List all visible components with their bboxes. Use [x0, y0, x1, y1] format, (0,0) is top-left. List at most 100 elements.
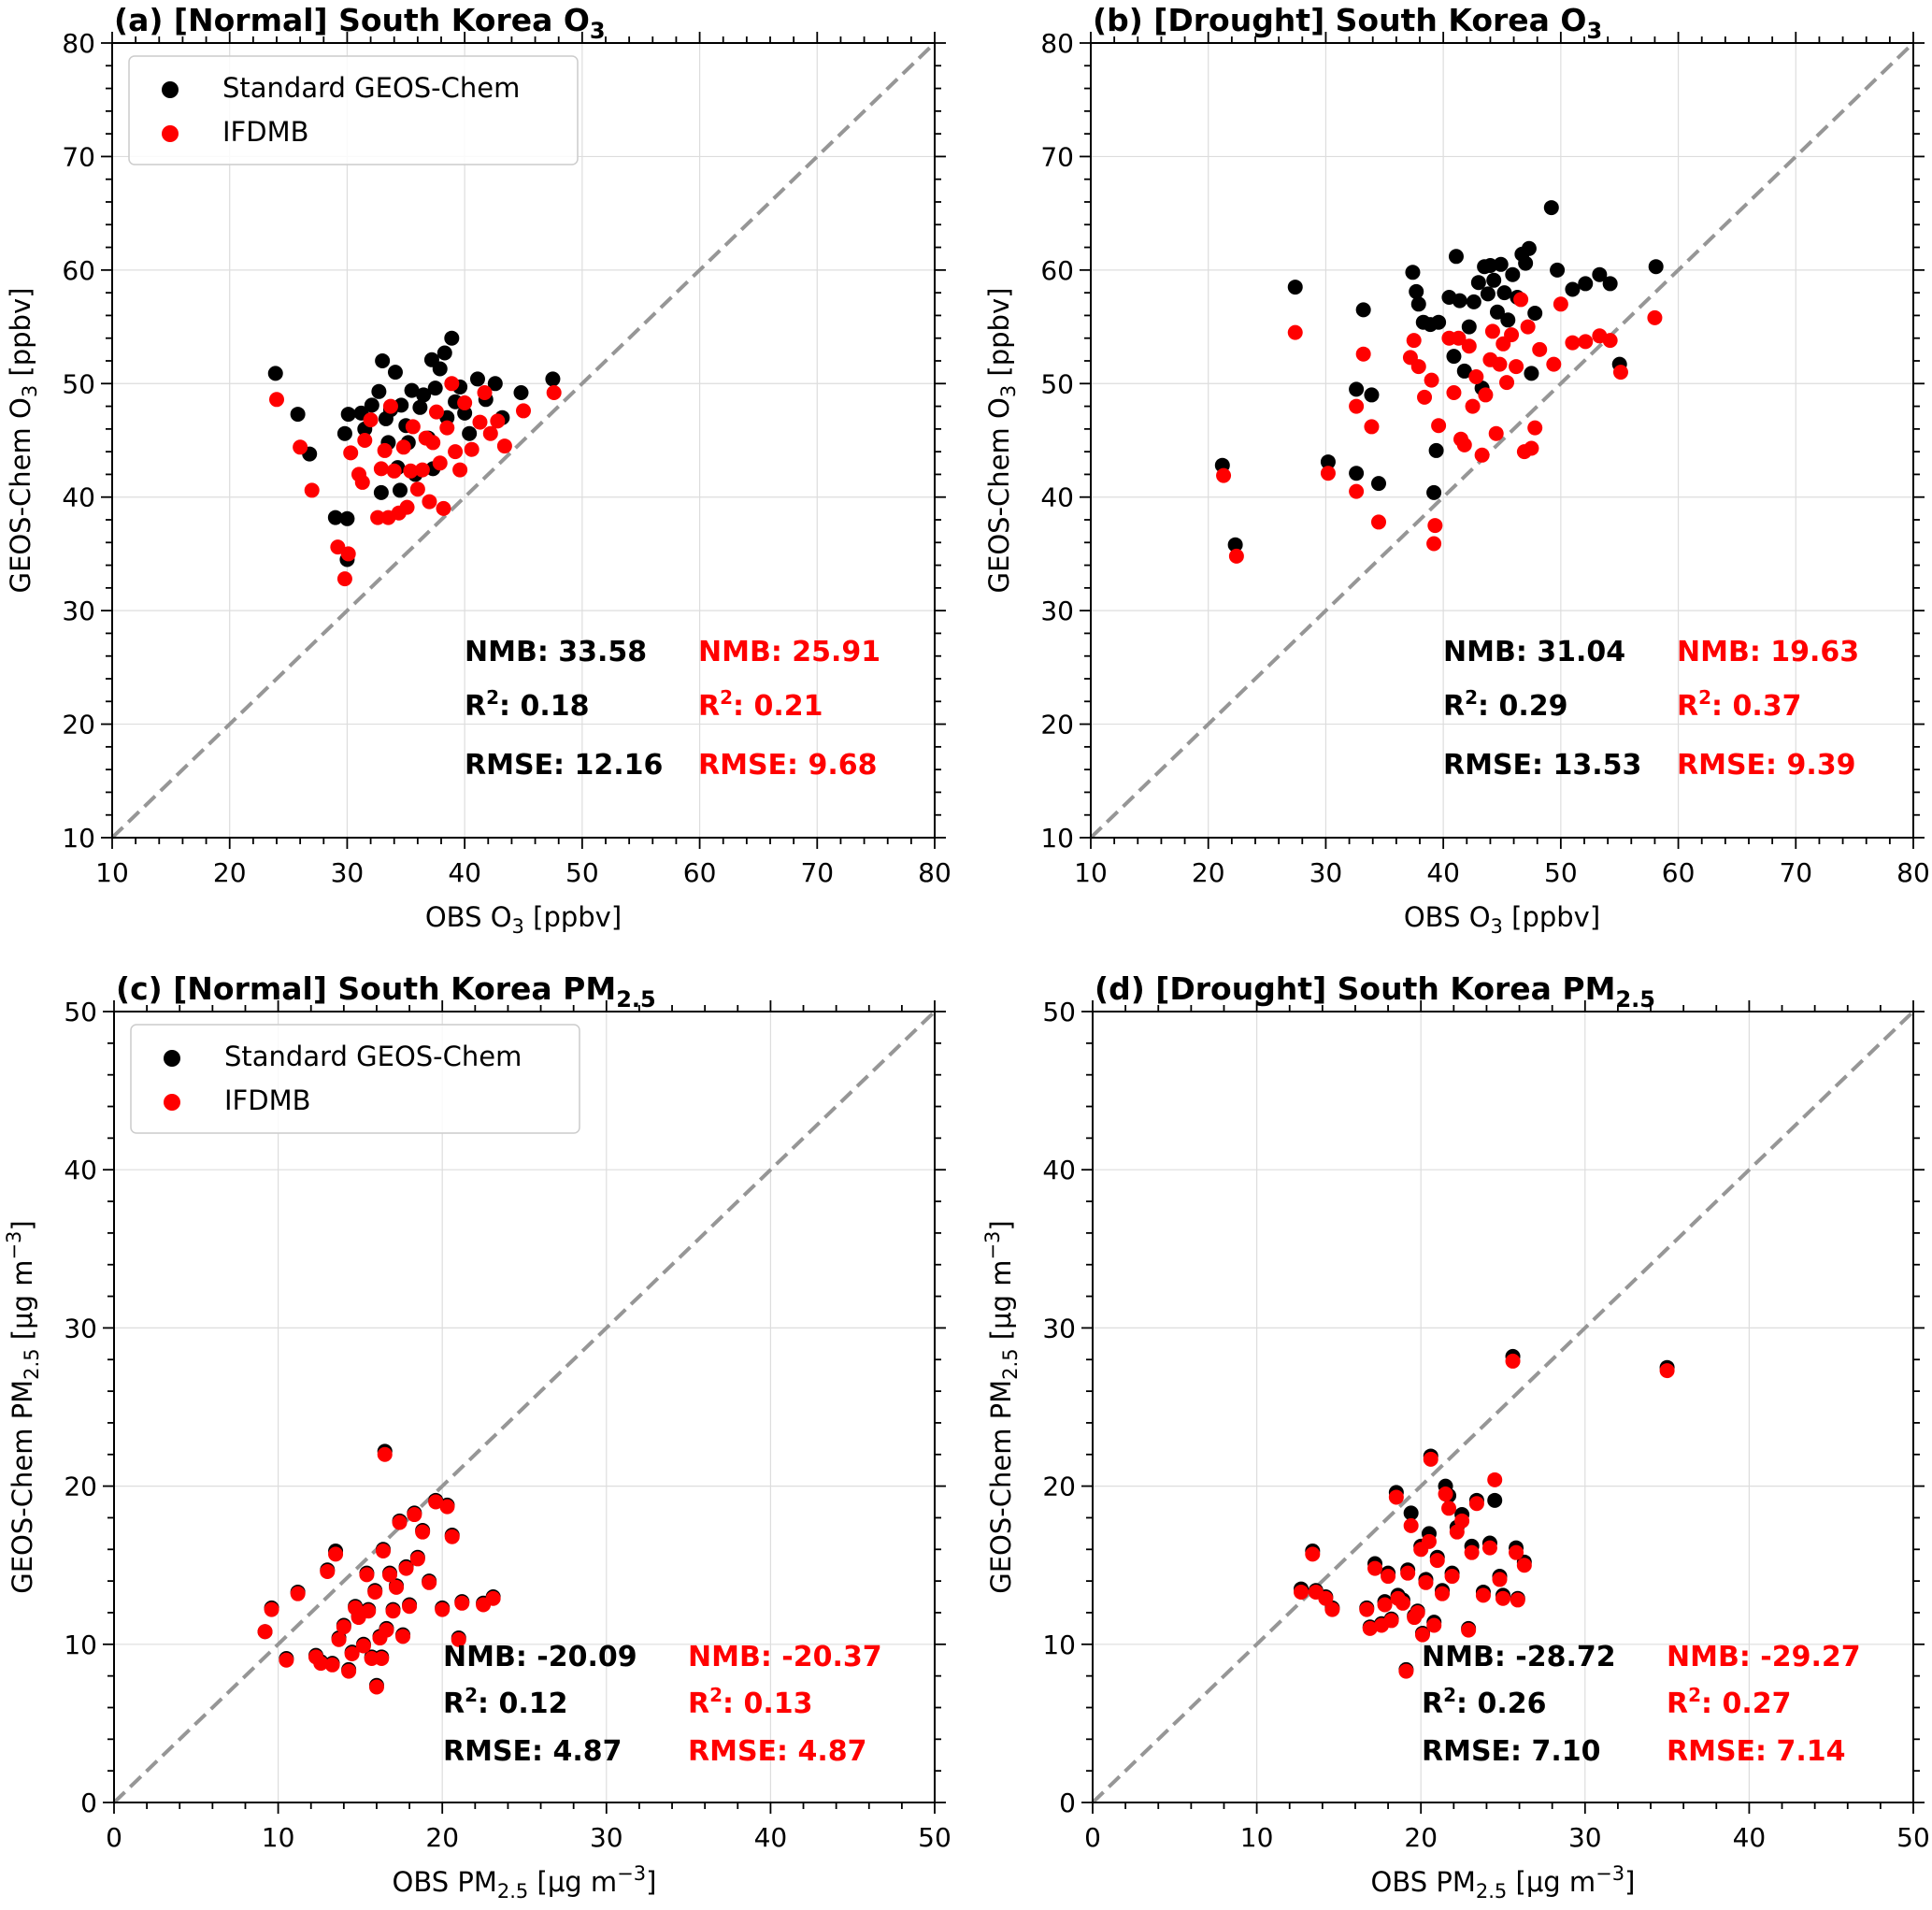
- panel-d-point-ifdmb-29: [1441, 1501, 1457, 1516]
- panel-a-xtick-label-30: 30: [331, 857, 365, 888]
- panel-c-point-ifdmb-38: [435, 1601, 451, 1617]
- panel-a-point-ifdmb-0: [269, 392, 284, 408]
- panel-b-point-ifdmb-33: [1504, 327, 1520, 343]
- panel-d-point-ifdmb-39: [1492, 1572, 1508, 1587]
- panel-a-point-ifdmb-8: [354, 474, 370, 490]
- panel-d-xtick-label-30: 30: [1568, 1822, 1602, 1853]
- panel-b-point-ifdmb-14: [1426, 536, 1442, 552]
- panel-a-point-ifdmb-36: [472, 414, 488, 430]
- panel-c-point-ifdmb-29: [392, 1515, 408, 1530]
- panel-c-legend-marker-0: [164, 1050, 180, 1067]
- panel-a-legend-label-1: IFDMB: [222, 116, 308, 148]
- panel-a-point-standard-39: [469, 371, 485, 387]
- panel-a-stat-standard-rmse: RMSE: 12.16: [465, 749, 663, 782]
- panel-c-point-ifdmb-8: [328, 1546, 344, 1562]
- panel-b-point-ifdmb-23: [1465, 398, 1481, 414]
- panel-c-point-ifdmb-15: [355, 1638, 371, 1654]
- panel-b-point-standard-8: [1371, 476, 1386, 492]
- panel-a-point-standard-0: [267, 366, 283, 381]
- panel-a-point-ifdmb-26: [425, 435, 441, 451]
- panel-c-title-sub: 2.5: [616, 986, 656, 1012]
- panel-c-legend-box: [130, 1024, 580, 1134]
- panel-a-legend-label-0: Standard GEOS-Chem: [222, 72, 520, 104]
- panel-d-point-ifdmb-43: [1510, 1592, 1525, 1608]
- panel-a-ytick-label-80: 80: [62, 28, 95, 59]
- panel-b-one-to-one-line: [1089, 41, 1915, 840]
- panel-a-point-ifdmb-4: [336, 571, 352, 587]
- panel-b-point-standard-21: [1456, 363, 1472, 379]
- panel-c-point-ifdmb-10: [336, 1619, 351, 1635]
- panel-b-point-ifdmb-5: [1349, 398, 1365, 414]
- panel-b-stat-standard-rmse: RMSE: 13.53: [1443, 749, 1641, 782]
- panel-c-point-ifdmb-40: [444, 1529, 460, 1544]
- panel-b-point-ifdmb-2: [1287, 324, 1303, 340]
- panel-b-point-standard-27: [1480, 286, 1496, 302]
- panel-d-point-ifdmb-28: [1438, 1486, 1453, 1502]
- panel-d-point-ifdmb-17: [1403, 1517, 1419, 1533]
- panel-a-point-ifdmb-1: [293, 439, 308, 455]
- panel-b-point-standard-16: [1431, 314, 1447, 330]
- panel-c-point-ifdmb-26: [382, 1567, 398, 1583]
- panel-a-xlabel: OBS O3 [ppbv]: [425, 901, 622, 938]
- panel-a-point-ifdmb-12: [373, 461, 389, 477]
- panel-d-point-ifdmb-36: [1475, 1587, 1491, 1603]
- panel-c-ytick-label-40: 40: [64, 1155, 97, 1185]
- panel-d-point-ifdmb-30: [1444, 1569, 1460, 1585]
- panel-c-point-ifdmb-1: [264, 1601, 279, 1617]
- panel-a-point-standard-10: [364, 397, 379, 413]
- panel-c-stat-ifdmb-nmb: NMB: -20.37: [688, 1641, 882, 1673]
- panel-a-one-to-one-line: [110, 41, 937, 840]
- panel-a-xtick-label-20: 20: [213, 857, 247, 888]
- panel-b-point-ifdmb-44: [1578, 334, 1594, 350]
- panel-b-xlabel: OBS O3 [ppbv]: [1404, 901, 1600, 938]
- panel-b-point-ifdmb-13: [1424, 372, 1439, 388]
- panel-d-xlabel: OBS PM2.5 [μg m−3]: [1371, 1862, 1636, 1903]
- panel-b-point-standard-43: [1565, 281, 1581, 297]
- panel-c-ytick-label-30: 30: [64, 1313, 97, 1343]
- panel-a-point-standard-37: [457, 405, 473, 421]
- panel-d-point-ifdmb-32: [1454, 1513, 1470, 1529]
- panel-c-point-ifdmb-6: [320, 1563, 336, 1579]
- panel-d-point-ifdmb-45: [1659, 1363, 1675, 1379]
- panel-a-point-ifdmb-28: [432, 455, 448, 471]
- panel-d-point-ifdmb-7: [1367, 1560, 1383, 1576]
- panel-b-stat-standard-nmb: NMB: 31.04: [1443, 636, 1625, 668]
- panel-b-xtick-label-40: 40: [1426, 857, 1460, 888]
- panel-a-point-standard-19: [393, 482, 408, 498]
- panel-a: (a) [Normal] South Korea O3 10 20 30 40 50 60 7…: [5, 2, 952, 938]
- panel-a-ytick-label-40: 40: [62, 482, 95, 513]
- panel-a-point-standard-30: [427, 381, 443, 396]
- panel-c-point-ifdmb-42: [454, 1595, 470, 1611]
- panel-b-point-standard-3: [1320, 454, 1336, 470]
- panel-a-point-ifdmb-15: [382, 398, 398, 414]
- panel-b-ytick-label-70: 70: [1040, 141, 1074, 172]
- panel-a-point-standard-6: [339, 510, 355, 526]
- panel-a-point-ifdmb-25: [422, 494, 437, 510]
- panel-c-point-ifdmb-37: [428, 1494, 444, 1510]
- panel-d-stat-standard-rmse: RMSE: 7.10: [1422, 1735, 1601, 1768]
- panel-b-point-standard-34: [1505, 266, 1521, 282]
- panel-d-point-ifdmb-11: [1383, 1613, 1399, 1629]
- panel-a-point-ifdmb-27: [428, 404, 444, 420]
- panel-b-point-ifdmb-41: [1546, 356, 1562, 372]
- panel-a-point-ifdmb-20: [403, 463, 419, 479]
- panel-d-point-ifdmb-34: [1464, 1544, 1480, 1560]
- panel-d-stat-ifdmb-rmse: RMSE: 7.14: [1667, 1735, 1846, 1768]
- panel-c-xlabel: OBS PM2.5 [μg m−3]: [393, 1862, 657, 1903]
- panel-c-point-ifdmb-35: [415, 1524, 431, 1540]
- panel-c-point-ifdmb-32: [402, 1599, 418, 1615]
- panel-a-point-standard-25: [412, 399, 428, 415]
- panel-b-point-standard-46: [1602, 276, 1618, 292]
- panel-c-legend: Standard GEOS-Chem IFDMB: [130, 1024, 580, 1134]
- panel-d-point-ifdmb-4: [1324, 1601, 1340, 1617]
- panel-a-point-ifdmb-9: [357, 433, 373, 448]
- panel-d-title-sub: 2.5: [1615, 986, 1655, 1012]
- panel-b-point-standard-24: [1470, 275, 1486, 291]
- panel-b-point-ifdmb-34: [1509, 359, 1524, 375]
- panel-b-point-ifdmb-22: [1461, 338, 1477, 354]
- panel-a-point-standard-13: [375, 353, 391, 368]
- panel-b-title: (b) [Drought] South Korea O3: [1093, 2, 1602, 44]
- panel-b-point-ifdmb-12: [1417, 389, 1433, 405]
- panel-a-title-main: (a) [Normal] South Korea O: [114, 2, 590, 38]
